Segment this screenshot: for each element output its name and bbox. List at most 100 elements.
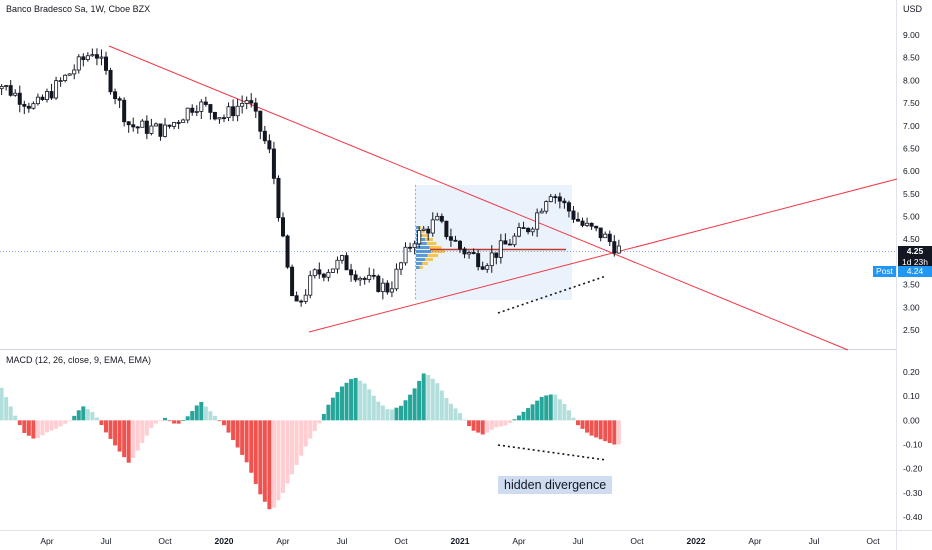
candle-body <box>290 266 295 297</box>
candle-body <box>190 107 195 113</box>
candle-body <box>616 245 621 254</box>
candle-body <box>526 227 531 233</box>
macd-bar <box>321 414 326 421</box>
macd-bar <box>203 406 208 421</box>
macd-bar <box>349 379 354 421</box>
candle-body <box>4 85 9 87</box>
macd-bar <box>8 406 13 421</box>
candle-body <box>172 122 177 127</box>
macd-bar <box>616 420 621 445</box>
macd-bar <box>54 420 59 429</box>
candle-body <box>67 73 72 76</box>
macd-tick-label: 0.00 <box>903 415 920 425</box>
macd-bar <box>385 409 390 421</box>
candle-body <box>362 277 367 280</box>
candle-body <box>480 266 485 270</box>
macd-bar <box>335 392 340 421</box>
macd-axis-ticks: 0.20 0.10 0.00 -0.10 -0.20 -0.30 -0.40 <box>903 367 923 522</box>
candle-body <box>330 268 335 273</box>
macd-bar <box>517 415 521 421</box>
time-tick-label: 2022 <box>687 536 706 546</box>
candle-body <box>76 56 81 71</box>
candle-body <box>467 252 472 255</box>
macd-bar <box>494 420 499 428</box>
candle-body <box>498 240 503 258</box>
macd-bar <box>576 420 580 426</box>
candle-body <box>185 107 190 121</box>
price-divergence-line[interactable] <box>497 275 607 314</box>
candle-body <box>285 235 290 268</box>
candle-body <box>471 252 476 255</box>
candle-body <box>0 86 4 90</box>
candle-body <box>104 56 109 71</box>
price-tick-label: 5.50 <box>903 189 920 199</box>
candle-body <box>598 227 603 239</box>
ascending-trendline[interactable] <box>308 178 898 333</box>
volume-profile-bar <box>425 238 433 241</box>
candle-body <box>240 102 245 107</box>
price-tick-label: 2.50 <box>903 325 920 335</box>
macd-tick-label: 0.20 <box>903 367 920 377</box>
time-tick-label: Jul <box>809 536 820 546</box>
candle-body <box>439 215 444 222</box>
candle-body <box>444 220 449 238</box>
price-tick-label: 5.00 <box>903 212 920 222</box>
candle-body <box>344 255 349 271</box>
macd-bar <box>58 420 63 427</box>
candle-body <box>249 100 254 104</box>
candle-body <box>203 101 208 105</box>
macd-bar <box>458 413 462 421</box>
currency-label[interactable]: USD <box>903 4 923 14</box>
macd-bar <box>31 420 36 439</box>
candle-body <box>462 248 467 255</box>
macd-bar <box>512 419 517 421</box>
macd-bar <box>104 420 108 433</box>
price-tick-label: 6.00 <box>903 166 920 176</box>
candle-body <box>258 110 263 132</box>
macd-bar <box>603 420 608 442</box>
price-tick-label: 8.50 <box>903 53 920 63</box>
candle-body <box>45 91 50 101</box>
candle-body <box>571 210 576 220</box>
macd-bar <box>212 415 217 421</box>
macd-bar <box>290 420 295 475</box>
macd-bar <box>176 420 181 424</box>
macd-bar <box>562 403 567 421</box>
candle-body <box>267 140 272 150</box>
macd-divergence-line[interactable] <box>497 444 607 461</box>
candle-body <box>26 105 31 109</box>
volume-profile-bar <box>426 242 437 245</box>
candle-body <box>353 274 358 281</box>
volume-profile-box[interactable] <box>415 185 572 300</box>
descending-trendline[interactable] <box>108 45 849 351</box>
candle-body <box>99 56 104 59</box>
candle-body <box>457 240 462 250</box>
macd-bar <box>90 411 95 421</box>
volume-profile-bar <box>419 266 423 269</box>
macd-bar <box>35 420 40 438</box>
candle-body <box>448 236 453 241</box>
macd-bar <box>417 380 422 421</box>
candles-group <box>0 48 621 307</box>
candle-body <box>539 210 544 214</box>
candle-body <box>398 262 403 270</box>
candle-body <box>22 103 27 107</box>
macd-bar <box>67 420 72 422</box>
hidden-divergence-label[interactable]: hidden divergence <box>498 476 613 494</box>
candle-body <box>271 148 276 179</box>
macd-bar <box>285 420 290 484</box>
candle-body <box>358 277 363 281</box>
macd-bar <box>326 404 331 421</box>
candle-body <box>72 69 77 75</box>
price-tick-label: 4.50 <box>903 234 920 244</box>
price-tick-label: 9.00 <box>903 30 920 40</box>
macd-bar <box>462 419 467 421</box>
candle-body <box>421 228 426 231</box>
volume-profile-bar <box>416 262 423 265</box>
candle-body <box>553 196 558 199</box>
candle-body <box>349 269 354 276</box>
candle-body <box>380 282 385 292</box>
macd-bar <box>267 420 272 510</box>
candle-body <box>144 120 149 134</box>
